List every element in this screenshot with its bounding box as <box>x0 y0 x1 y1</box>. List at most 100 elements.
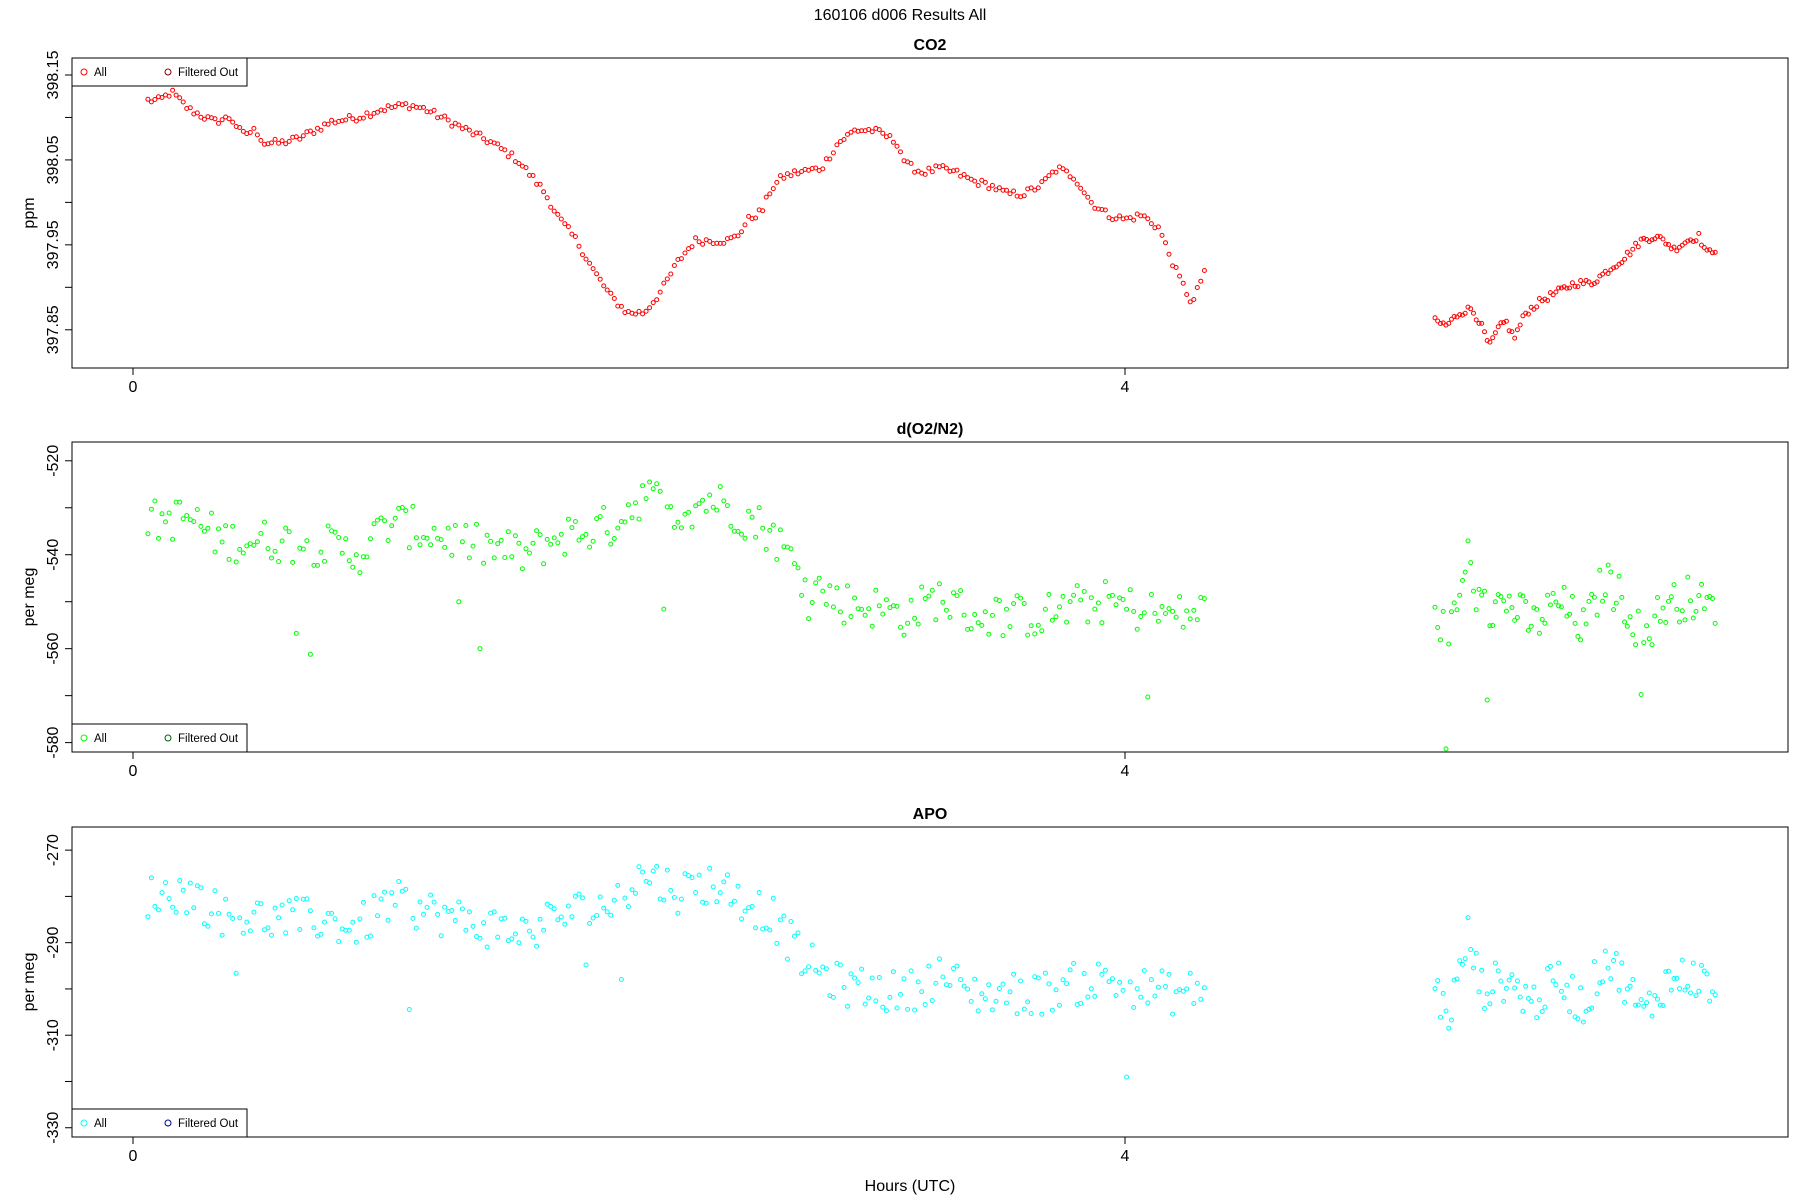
data-point <box>922 596 928 602</box>
data-point <box>286 898 292 904</box>
panels: CO2 0 4 397.85 397.95 398.05 398.15 ppm All Filte… <box>21 37 1789 1165</box>
legend-label-filtered: Filtered Out <box>178 733 239 745</box>
data-point <box>180 99 186 105</box>
data-point <box>1152 610 1158 616</box>
data-point <box>890 969 896 975</box>
data-point <box>640 483 646 489</box>
data-point <box>1578 278 1584 283</box>
data-point <box>954 167 960 173</box>
data-point <box>1688 598 1693 604</box>
data-point <box>290 907 296 913</box>
data-point <box>636 864 642 870</box>
data-point <box>898 991 903 997</box>
data-point <box>816 970 822 976</box>
data-point <box>1509 329 1515 335</box>
data-point <box>799 971 805 977</box>
data-point <box>537 181 543 187</box>
data-point <box>979 622 985 628</box>
data-point <box>1671 976 1677 981</box>
data-point <box>590 538 596 544</box>
data-point <box>597 514 603 520</box>
data-point <box>975 620 981 626</box>
data-point <box>156 907 161 913</box>
data-point <box>996 986 1002 991</box>
data-point <box>1004 606 1009 612</box>
data-point <box>1457 958 1463 964</box>
data-point <box>608 290 614 296</box>
data-point <box>1534 606 1540 612</box>
data-point <box>1523 599 1529 604</box>
data-point <box>876 603 882 609</box>
data-point <box>244 543 250 549</box>
data-point <box>837 139 843 144</box>
data-point <box>364 554 370 560</box>
data-point <box>1528 623 1534 629</box>
data-point <box>1498 594 1504 599</box>
data-point <box>664 276 670 282</box>
data-point <box>1514 327 1520 333</box>
data-point <box>936 956 942 962</box>
data-point <box>809 600 815 605</box>
data-point <box>647 479 653 485</box>
data-point <box>431 107 437 113</box>
data-point <box>1471 965 1476 971</box>
data-point <box>629 887 635 893</box>
data-point <box>445 117 451 123</box>
data-point <box>530 540 536 546</box>
data-point <box>668 887 674 893</box>
data-point <box>1035 975 1041 981</box>
y-tick-label: 397.95 <box>45 220 62 269</box>
data-point <box>212 116 218 122</box>
data-point <box>1644 1000 1650 1006</box>
data-point <box>880 1004 886 1010</box>
data-point <box>456 122 462 128</box>
data-point <box>1657 1002 1663 1008</box>
data-point <box>859 606 865 612</box>
data-point <box>1503 318 1509 324</box>
data-point <box>1699 581 1704 587</box>
data-point <box>177 878 183 883</box>
data-point <box>756 505 762 511</box>
data-point <box>544 195 550 201</box>
data-point <box>1589 1005 1595 1011</box>
data-point <box>1561 584 1567 590</box>
data-point <box>368 536 373 542</box>
data-point <box>1523 310 1529 316</box>
data-point <box>852 975 858 981</box>
data-point <box>279 538 285 544</box>
data-point <box>1547 602 1553 608</box>
data-point <box>555 917 561 923</box>
data-point <box>823 966 829 972</box>
x-tick-label: 4 <box>1121 379 1130 396</box>
data-point <box>491 909 497 915</box>
data-point <box>201 921 207 927</box>
data-point <box>1032 631 1038 637</box>
data-point <box>1074 181 1080 187</box>
data-point <box>1652 613 1658 619</box>
data-point <box>583 962 589 968</box>
data-point <box>1451 600 1457 606</box>
data-point <box>1602 592 1608 598</box>
data-point <box>1446 1025 1452 1031</box>
data-point <box>353 118 359 124</box>
data-point <box>1514 615 1520 620</box>
data-point <box>283 141 289 147</box>
data-point <box>989 1007 995 1013</box>
data-point <box>636 516 642 522</box>
data-point <box>1471 310 1476 316</box>
data-point <box>537 532 543 538</box>
data-point <box>721 498 727 504</box>
data-point <box>470 923 476 929</box>
data-point <box>880 611 886 617</box>
data-point <box>1141 610 1147 616</box>
data-point <box>1696 230 1702 236</box>
data-point <box>258 137 264 143</box>
data-point <box>435 912 441 917</box>
data-point <box>989 182 995 188</box>
data-point <box>548 903 554 909</box>
data-point <box>1092 606 1098 612</box>
data-point <box>933 617 939 623</box>
data-point <box>226 116 232 122</box>
data-point <box>1575 1016 1581 1022</box>
data-point <box>1092 993 1098 999</box>
